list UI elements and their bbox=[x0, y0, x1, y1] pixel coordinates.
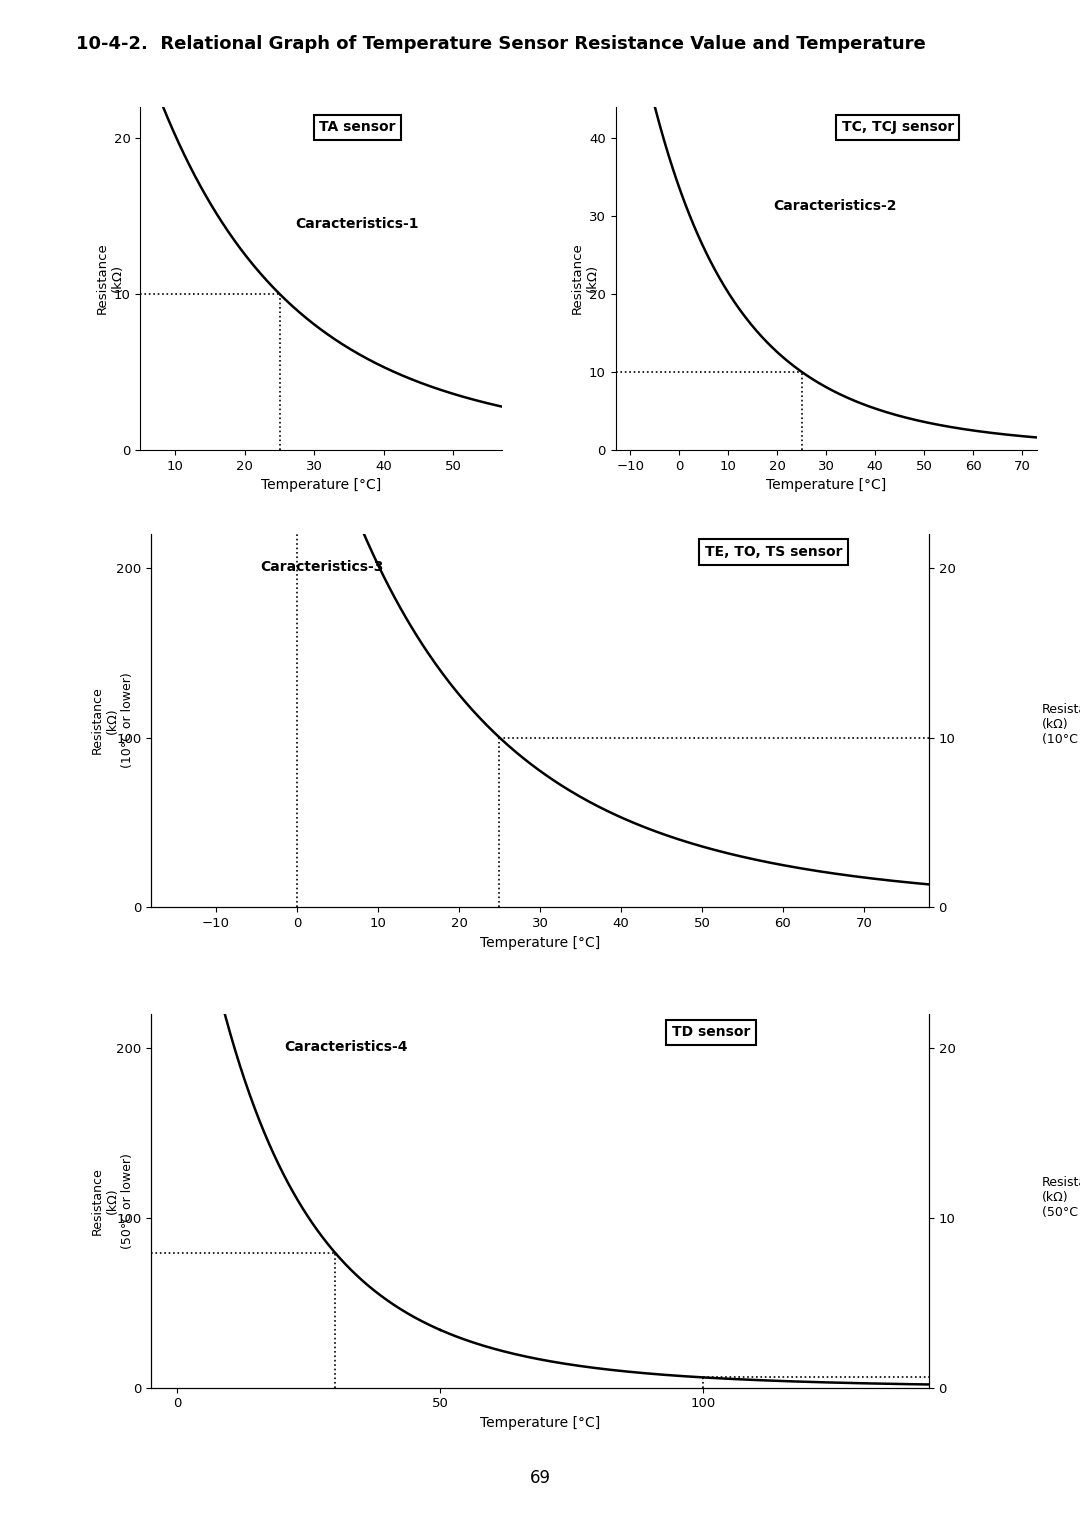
Text: TC, TCJ sensor: TC, TCJ sensor bbox=[841, 120, 954, 134]
X-axis label: Temperature [°C]: Temperature [°C] bbox=[480, 936, 600, 950]
Y-axis label: Resistance
(kΩ)
(10°C or lower): Resistance (kΩ) (10°C or lower) bbox=[91, 673, 134, 769]
Text: TE, TO, TS sensor: TE, TO, TS sensor bbox=[704, 544, 842, 560]
Text: Caracteristics-3: Caracteristics-3 bbox=[260, 560, 384, 573]
X-axis label: Temperature [°C]: Temperature [°C] bbox=[766, 479, 887, 493]
Text: 10-4-2.  Relational Graph of Temperature Sensor Resistance Value and Temperature: 10-4-2. Relational Graph of Temperature … bbox=[76, 35, 926, 53]
Y-axis label: Resistance
(kΩ)
(50°C or lower): Resistance (kΩ) (50°C or lower) bbox=[91, 1153, 134, 1249]
Text: 69: 69 bbox=[529, 1469, 551, 1487]
Y-axis label: Resistance
(kΩ): Resistance (kΩ) bbox=[571, 242, 598, 314]
Text: Caracteristics-2: Caracteristics-2 bbox=[773, 200, 896, 214]
Text: Resistance
(kΩ)
(10°C or higher): Resistance (kΩ) (10°C or higher) bbox=[1042, 703, 1080, 746]
X-axis label: Temperature [°C]: Temperature [°C] bbox=[261, 479, 381, 493]
Text: Caracteristics-1: Caracteristics-1 bbox=[296, 217, 419, 230]
Text: Caracteristics-4: Caracteristics-4 bbox=[284, 1040, 407, 1054]
Y-axis label: Resistance
(kΩ): Resistance (kΩ) bbox=[96, 242, 123, 314]
Text: TA sensor: TA sensor bbox=[320, 120, 395, 134]
X-axis label: Temperature [°C]: Temperature [°C] bbox=[480, 1417, 600, 1430]
Text: Resistance
(kΩ)
(50°C or higher): Resistance (kΩ) (50°C or higher) bbox=[1042, 1176, 1080, 1218]
Text: TD sensor: TD sensor bbox=[672, 1025, 751, 1040]
